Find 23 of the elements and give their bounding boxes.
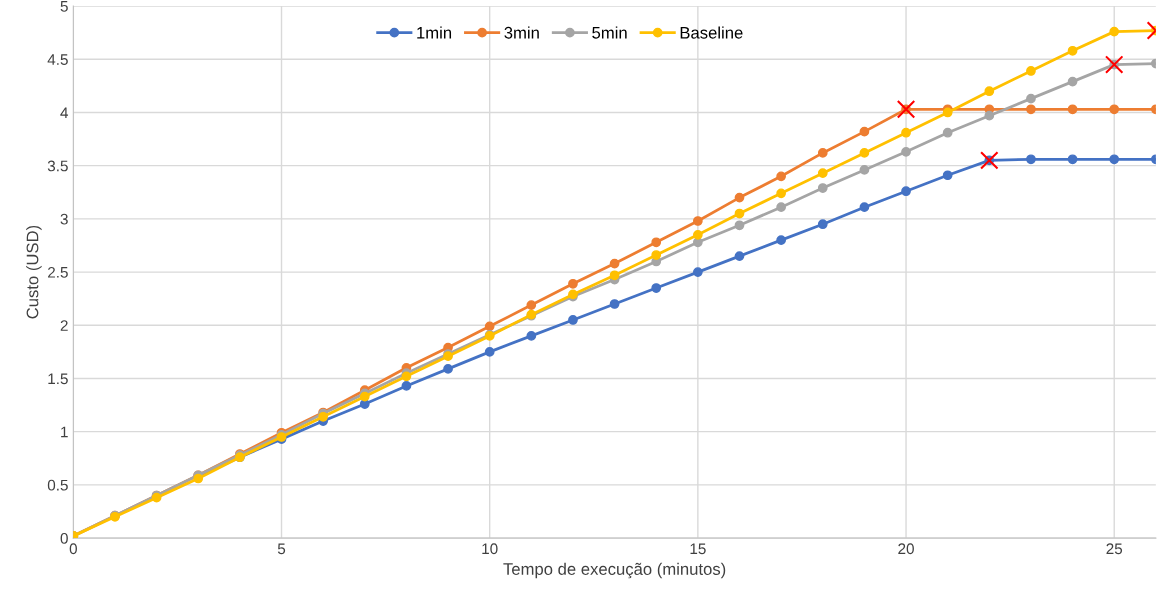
x-tick-label: 10	[482, 543, 498, 555]
legend-label: Baseline	[680, 26, 743, 39]
y-tick-label: 3	[60, 213, 68, 225]
x-tick-label: 25	[1106, 543, 1123, 555]
y-tick-label: 4.5	[47, 54, 68, 65]
legend-label: 5min	[592, 26, 627, 39]
y-tick-label: 4	[60, 107, 69, 119]
legend-label: 1min	[417, 26, 452, 39]
y-tick-label: 1.5	[48, 373, 68, 385]
x-axis-title: Tempo de execução (minutos)	[503, 562, 726, 579]
y-axis-title: Custo (USD)	[26, 225, 42, 319]
y-tick-label: 0	[60, 532, 68, 544]
y-tick-label: 2	[60, 320, 68, 331]
y-tick-label: 3.5	[47, 160, 68, 172]
x-tick-label: 15	[690, 543, 706, 555]
y-tick-label: 0.5	[47, 479, 68, 491]
y-tick-label: 1	[61, 426, 68, 438]
x-tick-label: 5	[277, 543, 286, 555]
x-tick-label: 20	[898, 543, 914, 555]
legend-label: 3min	[504, 26, 539, 39]
y-tick-label: 5	[60, 1, 68, 12]
y-tick-label: 2.5	[48, 266, 68, 278]
x-tick-label: 0	[69, 543, 77, 555]
